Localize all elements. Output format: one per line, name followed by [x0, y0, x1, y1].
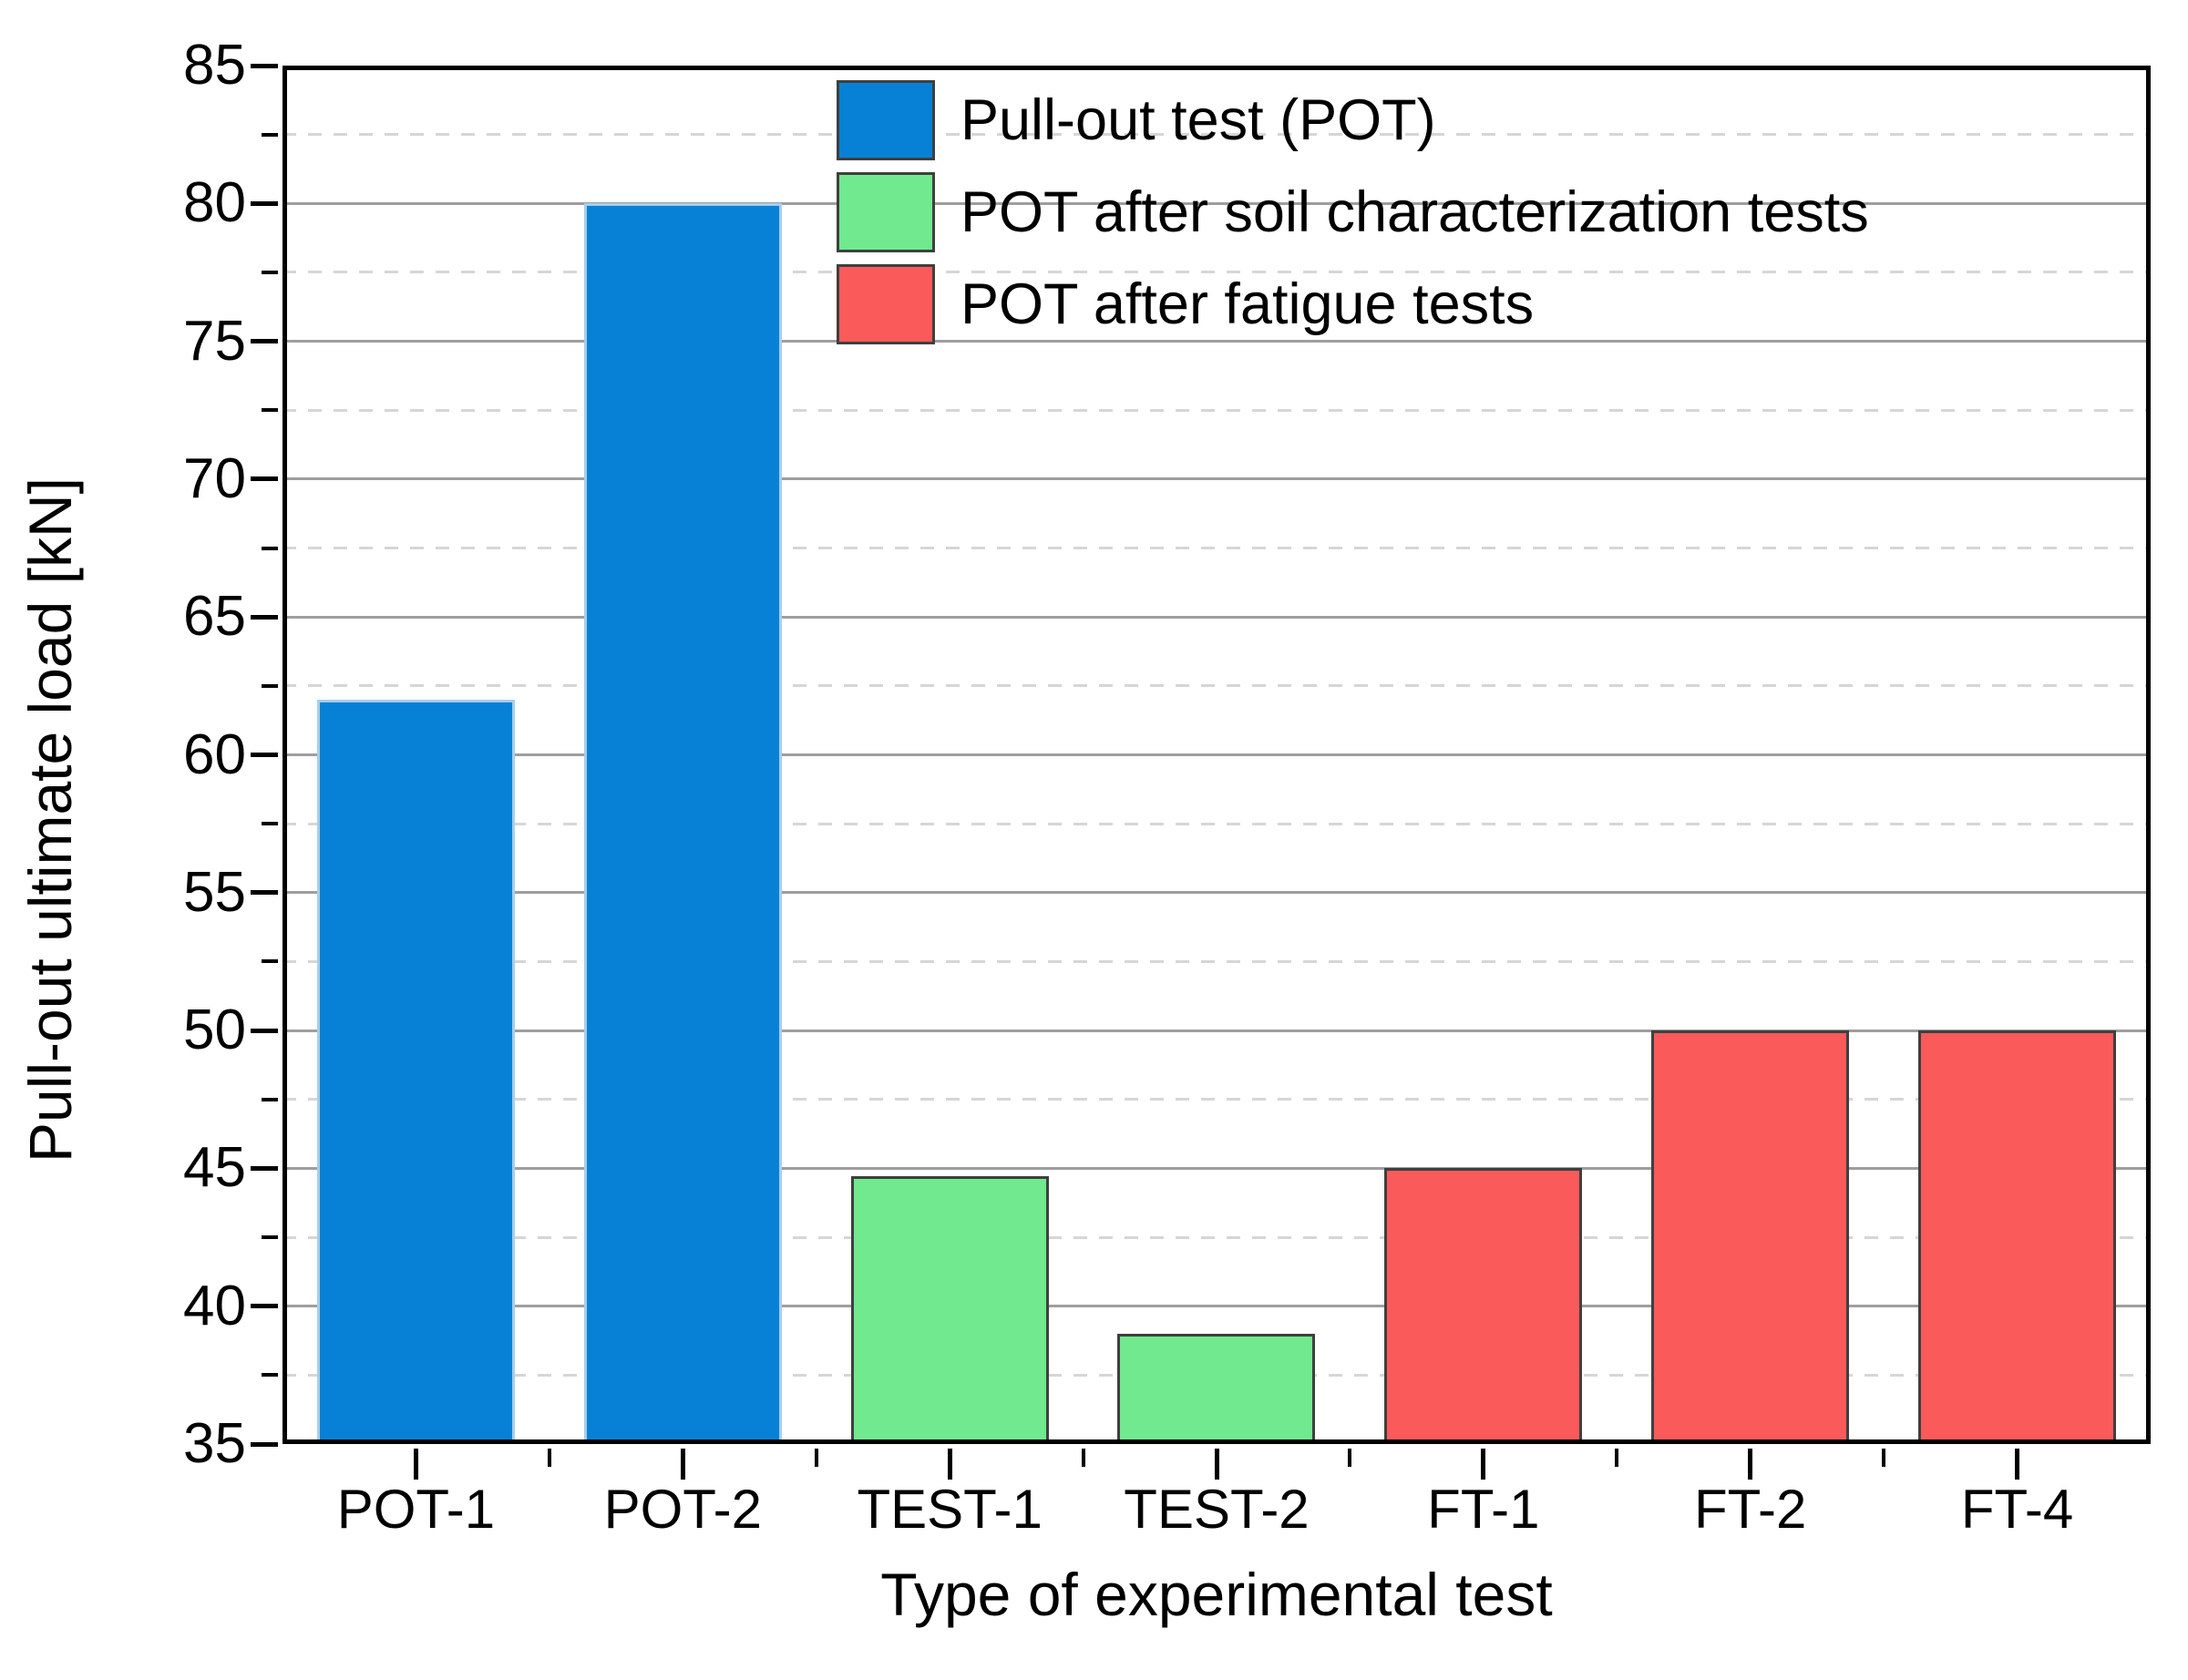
legend-label-1: Pull-out test (POT) [960, 88, 1436, 152]
gridline-minor [282, 547, 2151, 550]
gridline-minor [282, 271, 2151, 274]
x-axis-title: Type of experimental test [880, 1561, 1553, 1628]
gridline-minor [282, 822, 2151, 825]
bar-POT-2 [584, 203, 782, 1444]
bar-FT-4 [1918, 1030, 2116, 1444]
y-tick-label-80: 80 [183, 171, 246, 235]
bar-TEST-2 [1117, 1334, 1315, 1444]
gridline-minor [282, 959, 2151, 963]
x-major-tick-TEST-1 [947, 1449, 952, 1480]
x-tick-label-POT-2: POT-2 [603, 1479, 762, 1540]
gridline-major [282, 891, 2151, 895]
gridline-major [282, 477, 2151, 481]
y-major-tick [251, 200, 278, 206]
y-tick-label-50: 50 [183, 999, 246, 1062]
x-major-tick-FT-1 [1481, 1449, 1486, 1480]
x-boundary-tick-5 [1615, 1449, 1619, 1467]
x-boundary-tick-2 [814, 1449, 818, 1467]
y-minor-tick [262, 408, 278, 413]
legend-swatch-3 [837, 264, 935, 344]
y-tick-label-55: 55 [183, 860, 246, 924]
x-tick-label-POT-1: POT-1 [336, 1479, 496, 1540]
y-axis-title: Pull-out ultimate load [kN] [16, 476, 84, 1163]
y-tick-label-35: 35 [183, 1412, 246, 1475]
y-major-tick [251, 753, 278, 757]
y-minor-tick [262, 1097, 278, 1101]
x-tick-label-FT-2: FT-2 [1694, 1479, 1807, 1540]
gridline-minor [282, 1098, 2151, 1101]
x-major-tick-TEST-2 [1214, 1449, 1219, 1480]
y-minor-tick [262, 959, 278, 964]
legend-item-3: POT after fatigue tests [837, 264, 1869, 344]
y-tick-label-70: 70 [183, 446, 246, 510]
y-major-tick [251, 1028, 278, 1033]
gridline-major [282, 1166, 2151, 1170]
y-major-tick [251, 614, 278, 620]
x-major-tick-POT-2 [680, 1449, 685, 1480]
x-tick-label-FT-4: FT-4 [1960, 1479, 2074, 1540]
y-minor-tick [262, 1235, 278, 1240]
bar-TEST-1 [851, 1176, 1049, 1444]
y-major-tick [251, 63, 278, 68]
y-major-tick [251, 1304, 278, 1309]
gridline-minor [282, 408, 2151, 412]
x-boundary-tick-3 [1081, 1449, 1085, 1467]
x-tick-label-TEST-1: TEST-1 [857, 1479, 1043, 1540]
gridline-major [282, 1029, 2151, 1032]
gridline-major [282, 340, 2151, 343]
y-minor-tick [262, 132, 278, 137]
legend-label-3: POT after fatigue tests [960, 272, 1535, 336]
legend-label-2: POT after soil characterization tests [960, 180, 1869, 244]
x-tick-label-FT-1: FT-1 [1427, 1479, 1540, 1540]
gridline-minor [282, 684, 2151, 688]
y-tick-label-65: 65 [183, 585, 246, 649]
legend-item-1: Pull-out test (POT) [837, 80, 1869, 160]
gridline-major [282, 201, 2151, 205]
x-boundary-tick-6 [1882, 1449, 1886, 1467]
y-major-tick [251, 1165, 278, 1171]
bar-POT-1 [317, 700, 515, 1444]
x-major-tick-FT-4 [2015, 1449, 2020, 1480]
y-tick-label-60: 60 [183, 722, 246, 786]
y-tick-label-85: 85 [183, 34, 246, 97]
gridline-minor [282, 1235, 2151, 1239]
legend: Pull-out test (POT) POT after soil charac… [837, 80, 1869, 356]
plot-area: 35 40 45 50 55 60 65 70 75 80 85 POT-1 POT-2 TEST-1 T… [16, 37, 2151, 1628]
y-minor-tick [262, 546, 278, 550]
legend-item-2: POT after soil characterization tests [837, 172, 1869, 252]
y-minor-tick [262, 683, 278, 688]
y-minor-tick [262, 1373, 278, 1378]
legend-swatch-1 [837, 80, 935, 160]
x-boundary-tick-1 [547, 1449, 551, 1467]
gridline-major [282, 615, 2151, 619]
gridline-major [282, 1305, 2151, 1308]
legend-swatch-2 [837, 172, 935, 252]
bar-FT-1 [1384, 1168, 1582, 1444]
x-boundary-tick-4 [1348, 1449, 1352, 1467]
x-tick-label-TEST-2: TEST-2 [1124, 1479, 1310, 1540]
y-major-tick [251, 1441, 278, 1447]
y-major-tick [251, 339, 278, 344]
y-tick-label-75: 75 [183, 309, 246, 373]
gridline-minor [282, 133, 2151, 137]
y-major-tick [251, 476, 278, 482]
gridline-major [282, 753, 2151, 756]
y-minor-tick [262, 822, 278, 826]
x-major-tick-FT-2 [1748, 1449, 1753, 1480]
x-major-tick-POT-1 [413, 1449, 418, 1480]
bar-FT-2 [1651, 1030, 1849, 1444]
y-tick-label-45: 45 [183, 1136, 246, 1200]
y-tick-label-40: 40 [183, 1274, 246, 1337]
y-minor-tick [262, 270, 278, 274]
y-major-tick [251, 890, 278, 896]
